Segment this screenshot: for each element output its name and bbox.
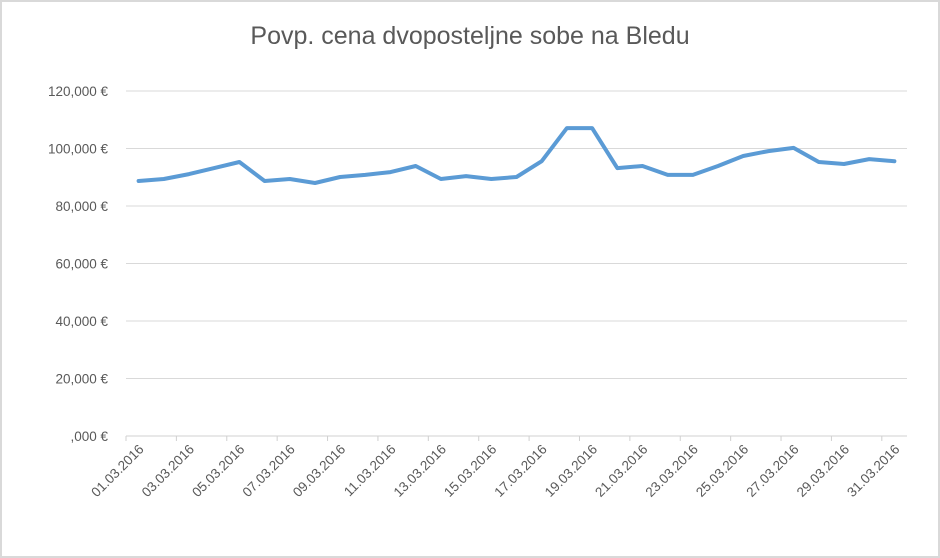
- x-tick-label: 13.03.2016: [391, 442, 449, 500]
- y-tick-label: 40,000 €: [55, 314, 108, 329]
- chart-title: Povp. cena dvoposteljne sobe na Bledu: [250, 22, 690, 50]
- data-series: [136, 126, 897, 185]
- x-tick-label: 11.03.2016: [341, 442, 399, 500]
- x-tick-label: 21.03.2016: [592, 442, 650, 500]
- x-axis: 01.03.201603.03.201605.03.201607.03.2016…: [88, 436, 903, 500]
- x-tick-label: 17.03.2016: [491, 442, 549, 500]
- x-tick-label: 07.03.2016: [239, 442, 297, 500]
- y-tick-label: 100,000 €: [48, 142, 109, 157]
- x-tick-label: 09.03.2016: [290, 442, 348, 500]
- x-tick-label: 15.03.2016: [441, 442, 499, 500]
- x-tick-label: 29.03.2016: [794, 442, 852, 500]
- y-tick-label: 80,000 €: [55, 199, 108, 214]
- x-tick-label: 01.03.2016: [88, 442, 146, 500]
- x-tick-label: 03.03.2016: [139, 442, 197, 500]
- y-tick-label: 60,000 €: [55, 257, 108, 272]
- x-tick-label: 23.03.2016: [643, 442, 701, 500]
- series-line: [136, 126, 897, 185]
- gridlines: [126, 90, 907, 437]
- x-tick-label: 27.03.2016: [743, 442, 801, 500]
- x-tick-label: 31.03.2016: [844, 442, 902, 500]
- x-tick-label: 25.03.2016: [693, 442, 751, 500]
- y-tick-label: 20,000 €: [55, 372, 108, 387]
- y-tick-label: ,000 €: [70, 429, 108, 444]
- y-tick-label: 120,000 €: [48, 84, 109, 99]
- x-tick-label: 19.03.2016: [542, 442, 600, 500]
- x-tick-label: 05.03.2016: [189, 442, 247, 500]
- y-axis: ,000 € 20,000 € 40,000 € 60,000 € 80,000 € 10…: [48, 84, 109, 444]
